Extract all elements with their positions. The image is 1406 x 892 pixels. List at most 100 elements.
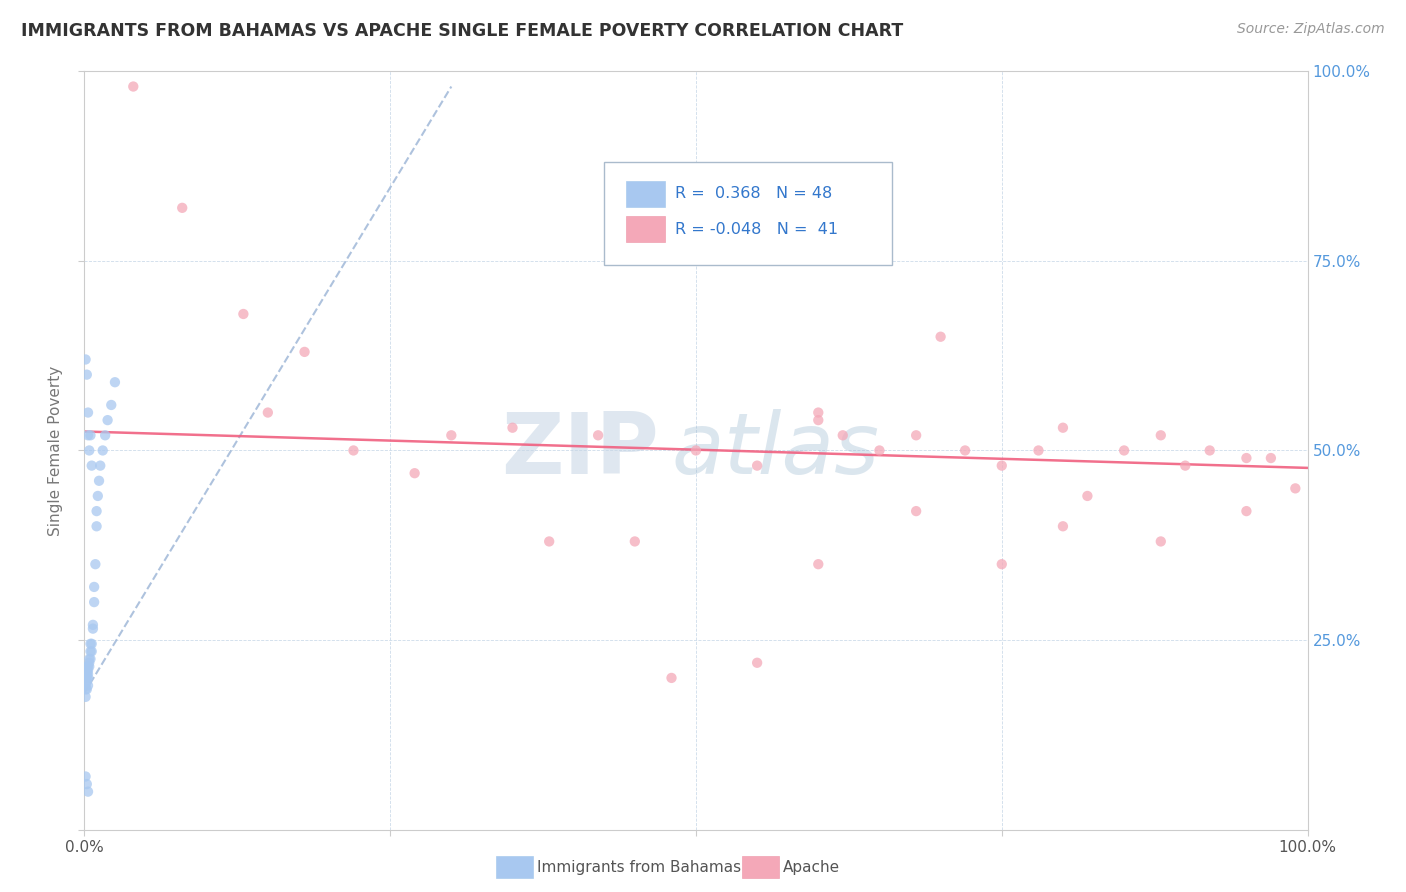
Point: [76, 682, 98, 697]
Point: [404, 467, 426, 481]
Point: [77, 652, 100, 666]
Point: [97, 413, 120, 427]
Point: [624, 534, 647, 549]
Point: [294, 344, 316, 359]
Point: [953, 443, 976, 458]
Text: ZIP: ZIP: [502, 409, 659, 492]
Y-axis label: Single Female Poverty: Single Female Poverty: [48, 366, 63, 535]
Point: [77, 667, 100, 681]
Point: [76, 671, 98, 685]
Point: [1260, 451, 1282, 466]
Point: [440, 428, 463, 442]
Point: [75, 671, 97, 685]
Point: [75, 352, 97, 367]
Point: [991, 557, 1014, 572]
Point: [661, 671, 683, 685]
Text: R = -0.048   N =  41: R = -0.048 N = 41: [675, 221, 838, 236]
Point: [91, 443, 114, 458]
Point: [75, 690, 97, 704]
Point: [75, 682, 97, 697]
Point: [1150, 534, 1173, 549]
Point: [1284, 482, 1306, 496]
Point: [172, 201, 194, 215]
Point: [76, 659, 98, 673]
Point: [747, 458, 769, 473]
Point: [84, 557, 107, 572]
Point: [83, 595, 105, 609]
Point: [76, 674, 98, 689]
Point: [685, 443, 707, 458]
Point: [1198, 443, 1220, 458]
Point: [122, 79, 145, 94]
Point: [905, 428, 928, 442]
Text: IMMIGRANTS FROM BAHAMAS VS APACHE SINGLE FEMALE POVERTY CORRELATION CHART: IMMIGRANTS FROM BAHAMAS VS APACHE SINGLE…: [21, 22, 903, 40]
Point: [502, 421, 524, 435]
Point: [76, 667, 98, 681]
Point: [929, 330, 952, 344]
Point: [831, 428, 853, 442]
Point: [76, 368, 98, 382]
Point: [807, 405, 830, 420]
Point: [82, 622, 104, 636]
Point: [1236, 451, 1258, 466]
Point: [77, 671, 100, 685]
Point: [586, 428, 609, 442]
Point: [77, 659, 100, 673]
Point: [86, 504, 108, 518]
Point: [1150, 428, 1173, 442]
Point: [807, 557, 830, 572]
Point: [75, 678, 97, 692]
FancyBboxPatch shape: [605, 162, 891, 265]
Point: [342, 443, 364, 458]
Point: [80, 637, 103, 651]
Point: [538, 534, 561, 549]
Point: [100, 398, 122, 412]
Text: atlas: atlas: [672, 409, 880, 492]
Point: [77, 405, 100, 420]
Point: [869, 443, 891, 458]
Point: [82, 617, 104, 632]
Point: [87, 489, 110, 503]
Point: [807, 413, 830, 427]
Point: [80, 644, 103, 658]
Point: [1076, 489, 1098, 503]
Point: [76, 664, 98, 678]
Point: [77, 785, 100, 799]
Point: [89, 458, 111, 473]
Point: [991, 458, 1014, 473]
Point: [77, 428, 100, 442]
Point: [75, 769, 97, 784]
FancyBboxPatch shape: [626, 216, 665, 242]
Point: [79, 428, 101, 442]
Point: [1028, 443, 1050, 458]
Point: [77, 678, 100, 692]
Point: [783, 246, 806, 260]
Point: [1236, 504, 1258, 518]
Point: [905, 504, 928, 518]
Point: [86, 519, 108, 533]
Point: [232, 307, 254, 321]
Point: [747, 656, 769, 670]
Point: [1052, 519, 1074, 533]
Text: R =  0.368   N = 48: R = 0.368 N = 48: [675, 186, 832, 201]
Point: [76, 777, 98, 791]
Text: Immigrants from Bahamas: Immigrants from Bahamas: [537, 861, 741, 875]
Point: [79, 652, 101, 666]
Point: [257, 405, 280, 420]
Point: [94, 428, 117, 442]
Point: [80, 458, 103, 473]
Point: [79, 644, 101, 658]
Point: [104, 376, 127, 390]
Point: [1174, 458, 1197, 473]
Text: Apache: Apache: [783, 861, 841, 875]
Point: [83, 580, 105, 594]
Point: [1052, 421, 1074, 435]
Point: [87, 474, 110, 488]
Point: [77, 659, 100, 673]
FancyBboxPatch shape: [626, 181, 665, 207]
Point: [77, 664, 100, 678]
Point: [1114, 443, 1136, 458]
Point: [77, 443, 100, 458]
Point: [79, 637, 101, 651]
Point: [77, 656, 100, 670]
